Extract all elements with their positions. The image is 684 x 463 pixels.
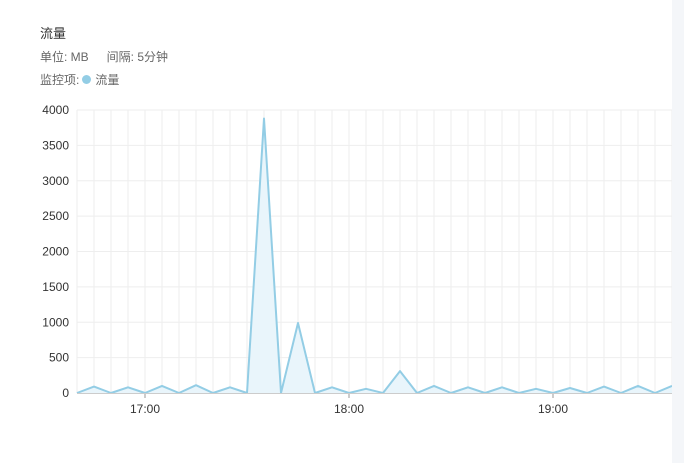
y-tick-label: 2500 [42, 209, 69, 223]
legend: 监控项: 流量 [40, 71, 119, 88]
grid-lines [76, 109, 672, 394]
unit-label: 单位: MB [40, 50, 89, 64]
y-tick-label: 1000 [42, 315, 69, 329]
interval-label: 间隔: 5分钟 [106, 50, 169, 64]
y-tick-label: 3000 [42, 174, 69, 188]
chart-meta: 单位: MB 间隔: 5分钟 [40, 48, 168, 65]
y-tick-label: 0 [62, 386, 69, 400]
legend-prefix: 监控项: [40, 73, 80, 87]
scroll-strip [672, 0, 684, 463]
chart-title: 流量 [40, 26, 67, 41]
series-line [76, 117, 672, 394]
x-tick-label: 17:00 [130, 402, 160, 416]
y-tick-label: 2000 [42, 245, 69, 259]
legend-dot-icon[interactable] [82, 75, 92, 84]
traffic-chart[interactable]: 0 500 1000 1500 2000 2500 3000 3500 4000 17:00 18:… [0, 95, 672, 425]
x-tick-label: 19:00 [538, 402, 568, 416]
y-tick-label: 4000 [42, 103, 69, 117]
y-tick-label: 1500 [42, 280, 69, 294]
y-tick-label: 500 [49, 351, 69, 365]
series-points [76, 117, 672, 394]
y-tick-label: 3500 [42, 138, 69, 152]
legend-series-label[interactable]: 流量 [95, 73, 120, 87]
series-area [77, 118, 672, 393]
x-tick-label: 18:00 [334, 402, 364, 416]
